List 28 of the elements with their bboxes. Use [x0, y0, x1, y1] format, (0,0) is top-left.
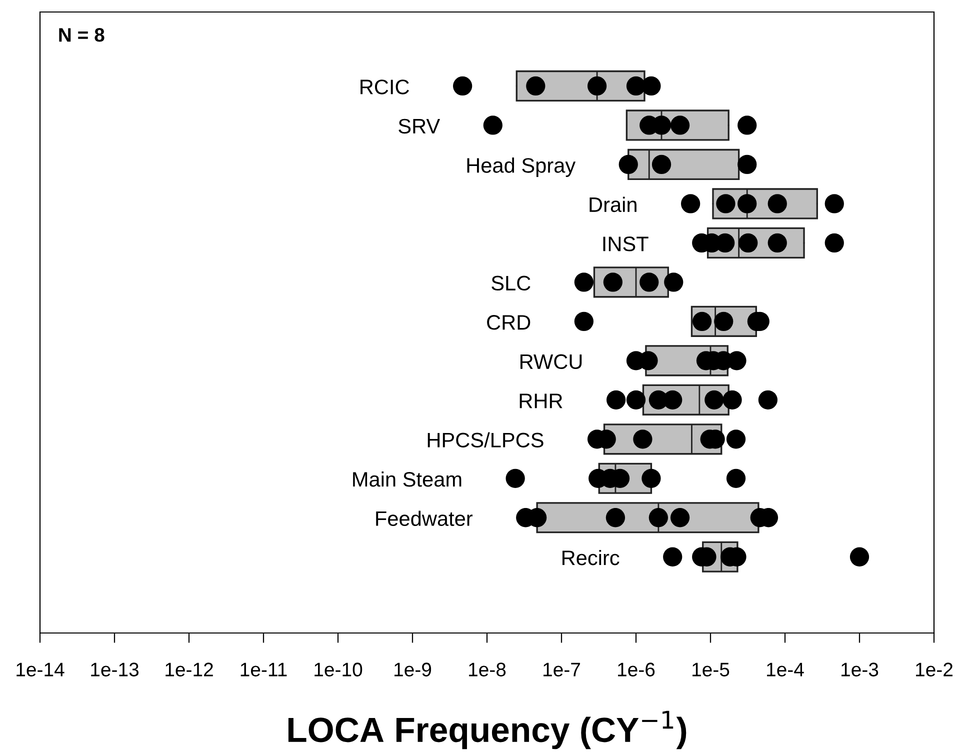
x-tick-label: 1e-8	[469, 662, 506, 676]
y-tick-label: RCIC	[360, 80, 409, 94]
y-tick-label: CRD	[487, 315, 530, 330]
y-tick-label: HPCS/LPCS	[428, 432, 544, 448]
x-tick-label: 1e-12	[166, 662, 213, 676]
x-tick-label: 1e-5	[692, 662, 730, 676]
x-tick-label: 1e-9	[394, 662, 432, 676]
x-tick-label: 1e-4	[767, 662, 804, 676]
x-axis-title: LOCA Frequency (CY$^{−1}$)	[288, 710, 686, 750]
y-tick-label: Head Spray	[467, 158, 576, 177]
y-tick-label: Drain	[590, 196, 636, 212]
y-tick-label: SRV	[398, 118, 440, 134]
text: N = 8	[59, 28, 104, 42]
x-tick-label: 1e-2	[916, 662, 952, 676]
x-tick-label: 1e-14	[16, 662, 64, 676]
y-tick-label: Recirc	[562, 550, 620, 566]
x-tick-label: 1e-6	[618, 662, 655, 676]
x-tick-label: 1e-7	[544, 662, 580, 676]
y-tick-label: SLC	[492, 276, 530, 291]
y-tick-label: RHR	[520, 394, 562, 408]
y-tick-label: INST	[603, 236, 648, 252]
x-tick-label: 1e-10	[314, 662, 362, 676]
y-tick-label: Main Steam	[353, 471, 462, 487]
y-tick-label: RWCU	[520, 354, 582, 370]
x-tick-label: 1e-13	[91, 662, 139, 676]
x-tick-label: 1e-11	[240, 662, 287, 676]
x-tick-label: 1e-3	[842, 662, 878, 676]
y-tick-label: Feedwater	[376, 510, 473, 526]
